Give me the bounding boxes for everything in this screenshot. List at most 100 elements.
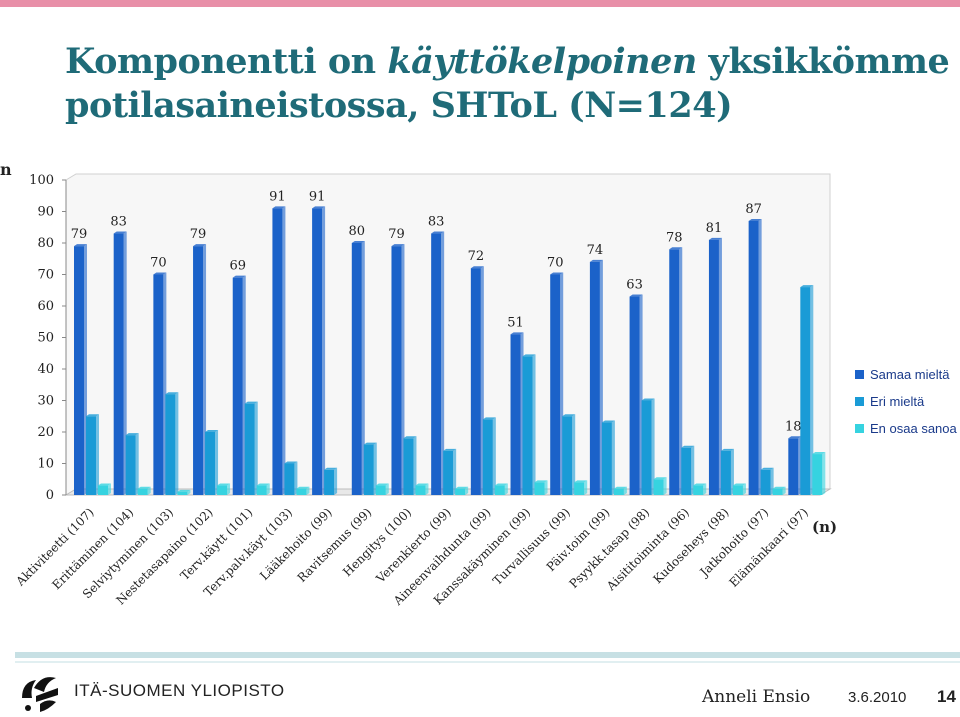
bar-en-osaa-sanoa	[177, 491, 188, 495]
bar-side	[266, 483, 270, 495]
category-label: Elämänkaari (97)	[726, 505, 811, 590]
bar-eri-mieltä	[601, 422, 612, 495]
bar-en-osaa-sanoa	[415, 485, 426, 495]
legend-label-eri: Eri mieltä	[870, 394, 925, 409]
bar-side	[441, 231, 445, 496]
data-label: 91	[269, 189, 286, 204]
legend-label-samaa: Samaa mieltä	[870, 367, 950, 382]
bar-eri-mieltä	[86, 416, 96, 495]
slide-title: Komponentti on käyttökelpoinen yksikkömm…	[65, 40, 950, 128]
bar-en-osaa-sanoa	[574, 482, 585, 495]
y-tick-label: 80	[37, 236, 54, 251]
bar-side	[504, 483, 508, 495]
bar-side	[691, 445, 695, 495]
bar-side	[361, 241, 365, 495]
bar-top	[312, 206, 326, 209]
bar-side	[175, 392, 179, 495]
bar-top	[510, 332, 524, 335]
bar-top	[601, 420, 615, 423]
bar-top	[431, 231, 445, 234]
data-label: 87	[745, 202, 762, 217]
bar-top	[482, 417, 496, 420]
bar-side	[822, 452, 826, 495]
bar-top	[98, 483, 111, 486]
bar-side	[108, 483, 111, 495]
bar-en-osaa-sanoa	[732, 485, 743, 495]
bar-top	[772, 486, 786, 489]
bar-eri-mieltä	[641, 400, 652, 495]
category-label: Lääkehoito (99)	[257, 505, 335, 583]
data-label: 74	[587, 243, 604, 258]
y-tick-label: 70	[37, 268, 54, 283]
bar-side	[584, 480, 588, 495]
data-label: 70	[150, 256, 167, 271]
bar-samaa-mieltä	[708, 239, 719, 495]
bar-eri-mieltä	[324, 469, 335, 495]
bar-side	[782, 486, 786, 495]
data-label: 51	[507, 315, 524, 330]
bar-side	[401, 244, 405, 495]
bar-samaa-mieltä	[669, 249, 680, 495]
data-label: 81	[706, 221, 723, 236]
footer-bar-thick	[15, 652, 960, 658]
bar-top	[613, 486, 627, 489]
bar-samaa-mieltä	[431, 233, 442, 496]
data-label: 18	[785, 419, 802, 434]
bar-samaa-mieltä	[788, 438, 799, 495]
bar-side	[742, 483, 746, 495]
bar-top	[534, 480, 548, 483]
bar-top	[641, 398, 655, 401]
bar-top	[177, 489, 191, 492]
bar-top	[113, 231, 127, 234]
footer-bar-thin	[15, 661, 960, 663]
bar-side	[453, 448, 457, 495]
bar-top	[760, 467, 774, 470]
bar-side	[385, 483, 389, 495]
data-label: 70	[547, 256, 564, 271]
bar-top	[589, 259, 603, 262]
university-logo: ITÄ-SUOMEN YLIOPISTO	[18, 668, 285, 714]
category-label: Jatkohoito (97)	[696, 505, 771, 580]
bar-side	[611, 420, 615, 495]
bar-eri-mieltä	[800, 287, 811, 495]
y-tick-label: 0	[46, 488, 54, 503]
bar-top	[86, 414, 99, 417]
y-tick-label: 50	[37, 331, 54, 346]
y-tick-label: 10	[37, 457, 54, 472]
bar-top	[748, 218, 762, 221]
data-label: 83	[110, 215, 127, 230]
bar-top	[217, 483, 231, 486]
bar-top	[125, 433, 139, 436]
bar-side	[718, 237, 722, 495]
bar-top	[205, 430, 219, 432]
bar-side	[703, 483, 707, 495]
bar-top	[562, 414, 576, 417]
bar-side	[294, 461, 298, 495]
category-label: Hengitys (100)	[340, 505, 414, 579]
bar-side	[663, 477, 667, 495]
bar-top	[669, 247, 683, 250]
bar-top	[153, 272, 167, 275]
bar-side	[322, 206, 326, 495]
title-part-1: Komponentti on	[65, 41, 388, 82]
bar-eri-mieltä	[760, 469, 771, 495]
bar-samaa-mieltä	[550, 274, 561, 495]
bar-samaa-mieltä	[312, 208, 323, 495]
bar-top	[232, 275, 246, 278]
data-label: 79	[388, 227, 405, 242]
y-tick-label: 90	[37, 205, 54, 220]
bar-eri-mieltä	[522, 356, 533, 495]
bar-top	[415, 483, 429, 486]
bar-side	[334, 467, 338, 495]
bar-en-osaa-sanoa	[812, 454, 823, 495]
bar-eri-mieltä	[284, 463, 295, 495]
bar-side	[215, 430, 219, 495]
bar-side	[135, 433, 139, 495]
data-label: 79	[71, 227, 88, 242]
bar-samaa-mieltä	[629, 296, 640, 495]
bar-samaa-mieltä	[193, 246, 204, 495]
top-accent-bar	[0, 0, 960, 7]
bar-samaa-mieltä	[510, 334, 521, 495]
bar-side	[679, 247, 683, 495]
data-label: 69	[229, 259, 246, 274]
